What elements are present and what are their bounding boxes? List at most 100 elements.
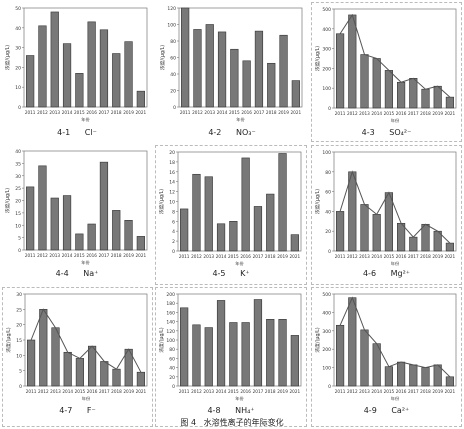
x-tick-label: 2012 — [191, 389, 202, 394]
panel-cl: 0 10 20 30 40 50 2011 2012 2013 2014 2015 2016 2017 2… — [2, 2, 152, 140]
bar — [384, 366, 393, 387]
x-tick-label: 2012 — [192, 110, 203, 115]
bar — [27, 339, 36, 387]
trend-line — [339, 13, 451, 98]
bar — [26, 186, 35, 251]
x-tick-label: 2019 — [123, 110, 134, 115]
y-tick-label: 0 — [328, 384, 331, 390]
bar — [75, 358, 84, 387]
bar — [372, 343, 381, 387]
x-tick-label: 2015 — [229, 110, 240, 115]
y-tick-label: 60 — [170, 56, 176, 62]
bar — [75, 233, 84, 251]
y-tick-label: 20 — [169, 150, 175, 156]
y-tick-label: 100 — [322, 86, 331, 92]
x-tick-label: 2015 — [74, 110, 85, 115]
y-tick-label: 40 — [169, 366, 175, 372]
figure-title: 水溶性离子的年际变化 — [203, 418, 284, 427]
x-tick-label: 2017 — [408, 111, 419, 116]
x-tick-label: 2016 — [87, 389, 98, 394]
bar — [384, 192, 393, 252]
bar — [336, 324, 345, 387]
plot-frame — [333, 151, 457, 252]
x-tick-label: 2014 — [371, 111, 382, 116]
y-axis-label: 浓度/(μg/L) — [314, 46, 321, 71]
x-tick-label: 2021 — [136, 253, 147, 258]
x-axis-label: 年份 — [236, 116, 245, 123]
y-tick-label: 0 — [18, 248, 21, 254]
bar — [100, 361, 109, 387]
bar — [409, 78, 418, 109]
bar — [445, 96, 454, 109]
x-tick-label: 2017 — [408, 254, 419, 259]
x-tick-label: 2019 — [432, 254, 443, 259]
x-tick-label: 2018 — [266, 110, 277, 115]
x-tick-label: 2013 — [203, 389, 214, 394]
bar — [180, 208, 189, 252]
y-tick-label: 10 — [169, 200, 175, 206]
panel-number: 4-3 — [361, 128, 375, 137]
y-tick-label: 20 — [15, 199, 21, 205]
y-tick-label: 5 — [19, 369, 22, 375]
bar — [421, 367, 430, 387]
bar — [266, 193, 275, 252]
x-tick-label: 2016 — [396, 254, 407, 259]
y-axis-label: 浓度/(μg/L) — [314, 189, 321, 214]
x-tick-label: 2021 — [445, 111, 456, 116]
panel-no3: 0 20 40 60 80 100 120 2011 2012 2013 2014 2015 2016 2… — [157, 2, 307, 140]
bar — [180, 307, 189, 387]
panel-title-nh4: 4-8 NH₄⁺ — [156, 406, 306, 415]
bar — [112, 210, 121, 251]
y-tick-label: 500 — [322, 7, 331, 13]
x-tick-label: 2021 — [445, 254, 456, 259]
trend-line — [30, 308, 142, 373]
y-axis-label: 浓度/(μg/L) — [159, 45, 166, 70]
x-tick-label: 2018 — [111, 110, 122, 115]
y-tick-label: 15 — [15, 211, 21, 217]
x-tick-label: 2018 — [420, 111, 431, 116]
y-tick-label: 40 — [170, 72, 176, 78]
y-tick-label: 500 — [322, 292, 331, 298]
x-tick-label: 2012 — [38, 389, 49, 394]
bar — [278, 153, 287, 252]
x-tick-label: 2017 — [408, 389, 419, 394]
x-tick-label: 2012 — [347, 254, 358, 259]
bar — [26, 55, 35, 108]
y-tick-label: 120 — [166, 329, 175, 335]
bar — [136, 90, 145, 108]
y-tick-label: 0 — [172, 249, 175, 255]
y-tick-label: 10 — [15, 85, 21, 91]
ion-name: Cl⁻ — [84, 128, 97, 137]
x-tick-label: 2014 — [216, 254, 227, 259]
x-tick-label: 2012 — [37, 253, 48, 258]
x-axis-label: 年份 — [81, 116, 90, 123]
bar — [290, 234, 299, 252]
y-tick-label: 60 — [169, 356, 175, 362]
panel-number: 4-5 — [212, 269, 226, 278]
ion-name: NH₄⁺ — [235, 406, 255, 415]
bar — [409, 236, 418, 252]
x-tick-label: 2021 — [291, 110, 302, 115]
y-tick-label: 200 — [322, 66, 331, 72]
bar — [50, 11, 59, 108]
bar — [136, 236, 145, 251]
y-tick-label: 20 — [325, 229, 331, 235]
panel-number: 4-6 — [362, 269, 377, 278]
x-tick-label: 2017 — [99, 253, 110, 258]
bar — [217, 31, 227, 108]
x-tick-label: 2015 — [384, 111, 395, 116]
x-tick-label: 2014 — [216, 389, 227, 394]
y-axis-label: 浓度/(μg/L) — [4, 45, 11, 70]
x-axis-label: 年份 — [391, 395, 400, 402]
y-tick-label: 0 — [328, 106, 331, 112]
panel-k: 0 2 4 6 8 10 12 14 16 18 20 2011 2012 2013 2014 2015 201… — [155, 145, 307, 285]
x-tick-label: 2011 — [25, 253, 36, 258]
y-tick-label: 100 — [322, 150, 331, 156]
y-tick-label: 4 — [172, 229, 175, 235]
chart-f: 0 5 10 15 20 25 30 2011 2012 2013 2014 2015 2016 2017… — [5, 292, 148, 402]
x-tick-label: 2019 — [278, 110, 289, 115]
bar — [290, 335, 299, 387]
ion-name: Na⁺ — [83, 269, 99, 278]
panel-number: 4-9 — [363, 406, 377, 415]
x-tick-label: 2018 — [265, 254, 276, 259]
